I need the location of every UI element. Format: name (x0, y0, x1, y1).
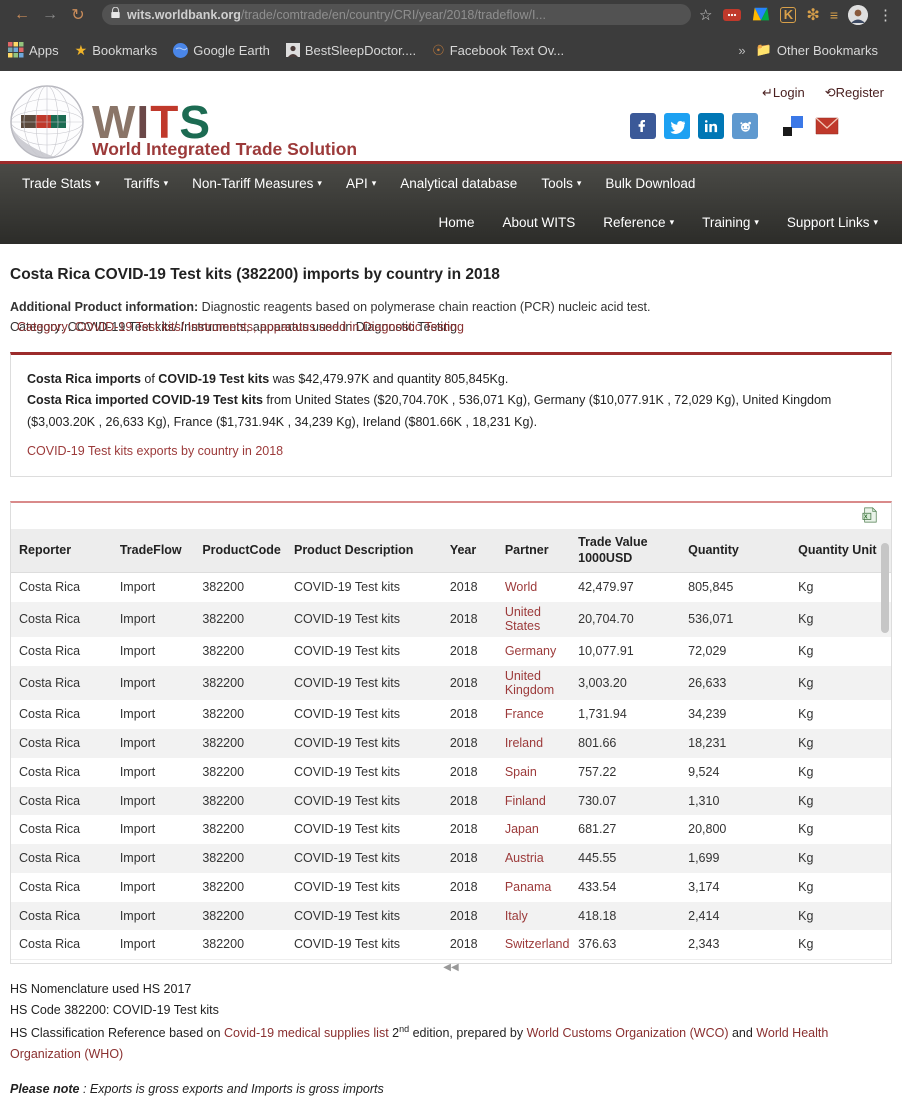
svg-text:X: X (864, 515, 868, 521)
